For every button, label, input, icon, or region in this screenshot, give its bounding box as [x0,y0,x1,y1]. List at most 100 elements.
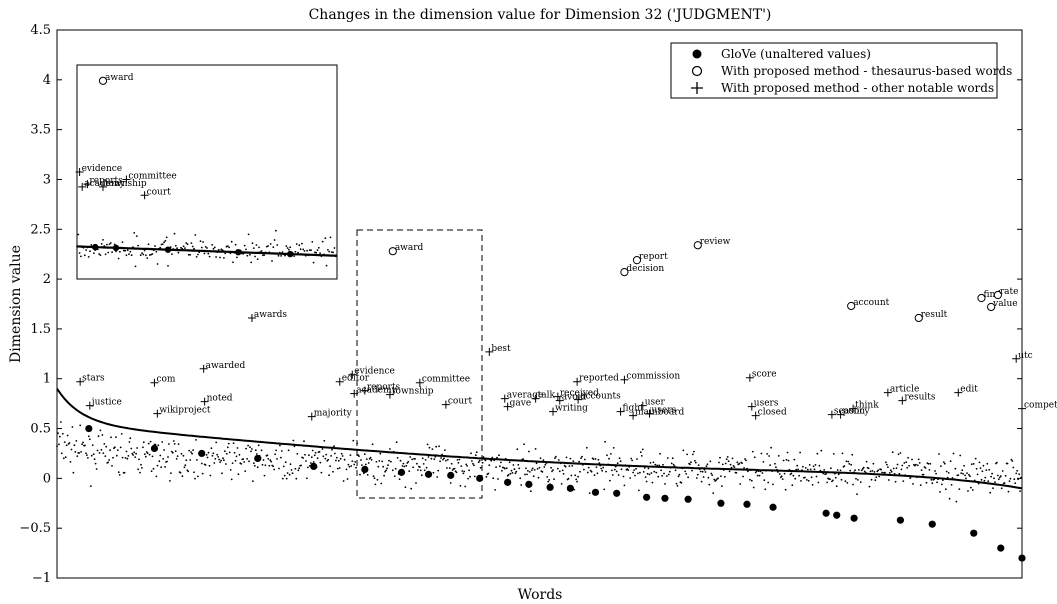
scatter-dot [63,441,66,443]
scatter-dot [88,438,91,441]
notable-point-label: accounts [580,392,621,402]
scatter-dot [225,452,228,455]
scatter-dot [307,466,309,469]
inset-scatter-dot [173,232,176,235]
scatter-dot [897,453,900,456]
scatter-dot [200,462,203,465]
notable-point [616,407,625,416]
scatter-dot [76,455,79,457]
scatter-dot [571,465,574,467]
scatter-dot [431,448,434,450]
scatter-dot [895,467,898,470]
scatter-dot [111,465,113,467]
scatter-dot [1018,473,1020,476]
inset-scatter-dot [107,251,110,254]
scatter-dot [269,459,272,462]
scatter-dot [110,436,112,439]
scatter-dot [812,465,815,468]
scatter-dot [685,473,688,475]
scatter-dot [651,481,654,484]
inset-scatter-dot [204,246,207,248]
y-tick-label: 0.5 [30,422,51,437]
scatter-dot [766,453,769,455]
scatter-dot [303,440,305,443]
scatter-dot [561,469,564,472]
inset-scatter-dot [177,251,180,254]
scatter-dot [666,475,668,477]
inset-point-label: award [105,73,134,83]
scatter-dot [289,463,292,466]
scatter-dot [69,461,72,463]
scatter-dot [97,435,100,438]
notable-point [638,401,647,410]
notable-point-label: majority [314,409,353,419]
notable-point-label: committee [422,375,470,385]
scatter-dot [1014,482,1017,485]
thesaurus-point [914,313,923,323]
inset-scatter-dot [272,246,275,249]
scatter-dot [577,475,579,478]
inset-notable-point [140,191,149,200]
glove-point [643,493,651,501]
scatter-dot [539,457,542,459]
scatter-dot [709,460,712,463]
scatter-dot [721,463,724,466]
scatter-dot [381,460,384,463]
scatter-dot [998,476,1001,479]
scatter-dot [255,453,258,455]
scatter-dot [542,459,545,461]
notable-point [200,397,209,406]
scatter-dot [423,469,426,472]
scatter-dot [89,485,92,487]
scatter-dot [390,460,392,463]
inset-scatter-dot [161,243,164,246]
scatter-dot [430,457,433,460]
scatter-dot [374,483,377,486]
glove-point [566,484,574,492]
y-tick-label: 1 [43,372,51,387]
scatter-dot [294,467,297,470]
scatter-dot [412,466,414,469]
scatter-dot [94,462,97,465]
scatter-dot [753,456,756,459]
scatter-dot [735,471,738,474]
scatter-dot [495,466,497,468]
notable-point-label: reported [579,374,619,384]
scatter-dot [802,465,804,468]
inset-point-label: reports [89,176,123,186]
thesaurus-point-label: find [983,290,1001,300]
scatter-dot [529,490,532,493]
inset-scatter-dot [187,253,190,256]
notable-point-label: utc [1018,351,1032,361]
scatter-dot [396,457,399,459]
inset-scatter-dot [126,249,129,252]
scatter-dot [355,466,357,469]
scatter-dot [144,455,147,458]
scatter-dot [887,479,890,481]
notable-point [555,396,564,405]
scatter-dot [975,467,978,470]
inset-scatter-dot [260,250,263,252]
scatter-dot [804,467,807,469]
inset-scatter-dot [324,237,327,240]
scatter-dot [262,459,265,461]
scatter-dot [491,456,494,459]
scatter-dot [738,462,741,465]
scatter-dot [366,474,369,476]
scatter-dot [335,459,337,462]
y-tick-label: 4.5 [30,23,51,38]
scatter-dot [793,458,796,461]
scatter-dot [226,446,229,449]
scatter-dot [989,491,992,494]
scatter-dot [930,478,933,481]
scatter-dot [230,478,233,481]
inset-scatter-dot [80,255,82,258]
scatter-dot [408,470,411,472]
legend: GloVe (unaltered values) With proposed m… [670,42,1012,99]
scatter-dot [72,471,75,474]
inset-glove-point [235,249,242,256]
scatter-dot [399,459,402,462]
scatter-dot [641,448,644,451]
scatter-dot [293,445,296,448]
scatter-dot [655,471,658,474]
